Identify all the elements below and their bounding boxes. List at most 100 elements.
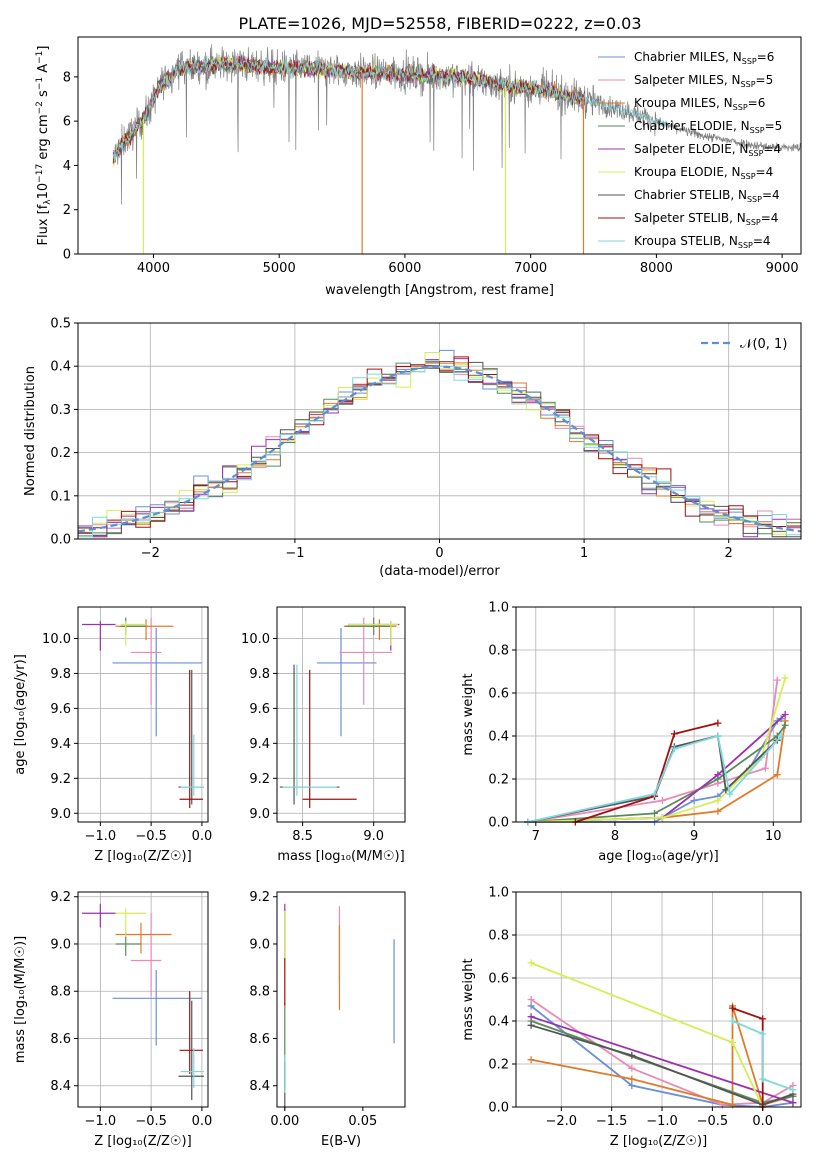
y-axis-label: mass weight	[461, 958, 476, 1040]
y-tick-label: 9.2	[249, 890, 270, 905]
x-axis-label: Z [log₁₀(Z/Z☉)]	[94, 1134, 191, 1149]
errorbar-kroupa-elodie	[120, 620, 147, 646]
series-marker	[714, 807, 722, 815]
y-tick-label: 0.6	[488, 972, 509, 987]
legend-entry-label: 𝒩(0, 1)	[740, 337, 787, 352]
y-tick-label: 9.4	[50, 737, 71, 752]
y-tick-label: 8.4	[249, 1079, 270, 1094]
errorbar-salpeter-stelib	[179, 991, 203, 1074]
legend-entry-label: Kroupa ELODIE, NSSP=4	[634, 165, 773, 181]
legend-text: Salpeter ELODIE, N	[634, 142, 748, 156]
axes-age_vs_Z: −1.0 −0.5 0.0 9.0 9.2 9.4 9.6 9.8 10.0 Z [log₁₀(Z…	[13, 606, 213, 864]
errorbar-chabrier-elodie	[115, 932, 141, 956]
plot-area-residuals	[77, 349, 802, 538]
legend-eq: =6	[748, 96, 766, 110]
legend-text: Chabrier MILES, N	[634, 50, 742, 64]
legend-sub: SSP	[733, 103, 748, 112]
x-tick-label: 1	[580, 546, 588, 561]
series-marker	[729, 1004, 737, 1012]
axes-frame	[276, 891, 406, 1108]
errorbar-kroupa-miles	[115, 619, 174, 641]
y-tick-label: 0.0	[488, 816, 509, 831]
series-marker	[651, 809, 659, 817]
y-tick-label: 8.6	[50, 1032, 71, 1047]
series-line-chabrier-stelib	[530, 1024, 794, 1106]
series-line-chabrier-miles	[527, 718, 782, 823]
legend-text: Kroupa MILES, N	[634, 96, 733, 110]
plot-area-spectrum	[112, 44, 802, 254]
y-tick-label: 9.8	[50, 667, 71, 682]
errorbar-kroupa-miles	[115, 922, 172, 954]
series-marker	[789, 1099, 797, 1107]
x-tick-label: 8.5	[292, 829, 313, 844]
legend-text: Kroupa STELIB, N	[634, 234, 738, 248]
y-tick-label: 8.4	[50, 1079, 71, 1094]
x-tick-label: −1.0	[85, 1114, 117, 1129]
series-marker	[628, 1051, 636, 1059]
series-marker	[714, 732, 722, 740]
x-axis-label: mass [log₁₀(M/M☉)]	[277, 849, 404, 864]
x-tick-label: 0.0	[192, 829, 213, 844]
model-spectrum-salpeter-stelib	[112, 56, 586, 164]
x-axis-label: wavelength [Angstrom, rest frame]	[325, 283, 554, 298]
y-axis-label-part: 10	[36, 183, 51, 200]
series-marker	[759, 1075, 767, 1083]
errorbar-salpeter-elodie	[82, 903, 116, 928]
y-tick-label: 6	[63, 115, 71, 130]
series-line-salpeter-miles	[527, 679, 779, 823]
series-marker	[729, 1017, 737, 1025]
errorbar-chabrier-stelib	[178, 669, 204, 805]
y-tick-label: 0.2	[50, 446, 71, 461]
x-tick-label: 5000	[263, 261, 296, 276]
series-marker	[527, 1056, 535, 1064]
hist-kroupa-stelib	[78, 366, 801, 538]
x-tick-label: −0.5	[135, 1114, 167, 1129]
x-tick-label: 4000	[137, 261, 170, 276]
y-tick-label: 0.4	[488, 730, 509, 745]
series-marker	[714, 719, 722, 727]
legend-entry-label: Chabrier STELIB, NSSP=4	[634, 188, 780, 204]
legend-eq: =5	[756, 73, 774, 87]
y-tick-label: 0.0	[50, 533, 71, 548]
x-tick-label: −1.5	[596, 1114, 628, 1129]
y-tick-label: 8	[63, 70, 71, 85]
y-axis-label-part: −1	[35, 51, 45, 64]
x-tick-label: 9	[690, 829, 698, 844]
x-tick-label: 9000	[766, 261, 799, 276]
y-tick-label: 0.2	[488, 773, 509, 788]
plots-group: 4000 5000 6000 7000 8000 9000 0 2 4 6 8 wavelength …	[13, 36, 802, 1149]
series-marker	[658, 814, 666, 822]
legend-eq: =4	[762, 188, 780, 202]
legend-entry-label: Salpeter STELIB, NSSP=4	[634, 211, 778, 227]
plot-area-mass_vs_ebv	[284, 903, 395, 1110]
series-marker	[527, 1013, 535, 1021]
errorbar-chabrier-elodie	[120, 617, 147, 635]
series-marker	[729, 1039, 737, 1046]
x-tick-label: −0.5	[135, 829, 167, 844]
x-tick-label: 10	[765, 829, 782, 844]
y-tick-label: 0.2	[488, 1058, 509, 1073]
y-axis-label: age [log₁₀(age/yr)]	[13, 654, 28, 775]
y-tick-label: 9.2	[50, 890, 71, 905]
y-axis-label: Normed distribution	[23, 366, 38, 496]
plot-area-age_vs_mass	[279, 617, 400, 809]
series-line-salpeter-elodie	[530, 1015, 794, 1104]
series-marker	[670, 730, 678, 738]
legend-sub: SSP	[747, 195, 762, 204]
axes-mass_weight_vs_Z: −2.0 −1.5 −1.0 −0.5 0.0 0.0 0.2 0.4 0.6 0.8 1.0 Z […	[461, 886, 802, 1149]
y-tick-label: 9.6	[249, 702, 270, 717]
y-axis-label-part: −17	[35, 164, 45, 183]
x-tick-label: 0.0	[192, 1114, 213, 1129]
hist-kroupa-elodie	[78, 352, 801, 538]
legend-eq: =5	[765, 119, 783, 133]
y-tick-label: 0.4	[50, 360, 71, 375]
errorbar-chabrier-miles	[112, 627, 202, 737]
x-tick-label: 0.00	[270, 1114, 299, 1129]
y-axis-label-part: −2	[35, 101, 45, 114]
x-tick-label: 2	[725, 546, 733, 561]
errorbar-kroupa-elodie	[115, 908, 147, 937]
legend-entry-label: Chabrier ELODIE, NSSP=5	[634, 119, 782, 135]
axes-residuals: −2 −1 0 1 2 0.0 0.1 0.2 0.3 0.4 0.5 (data-model)/er…	[23, 317, 802, 579]
y-tick-label: 9.4	[249, 737, 270, 752]
